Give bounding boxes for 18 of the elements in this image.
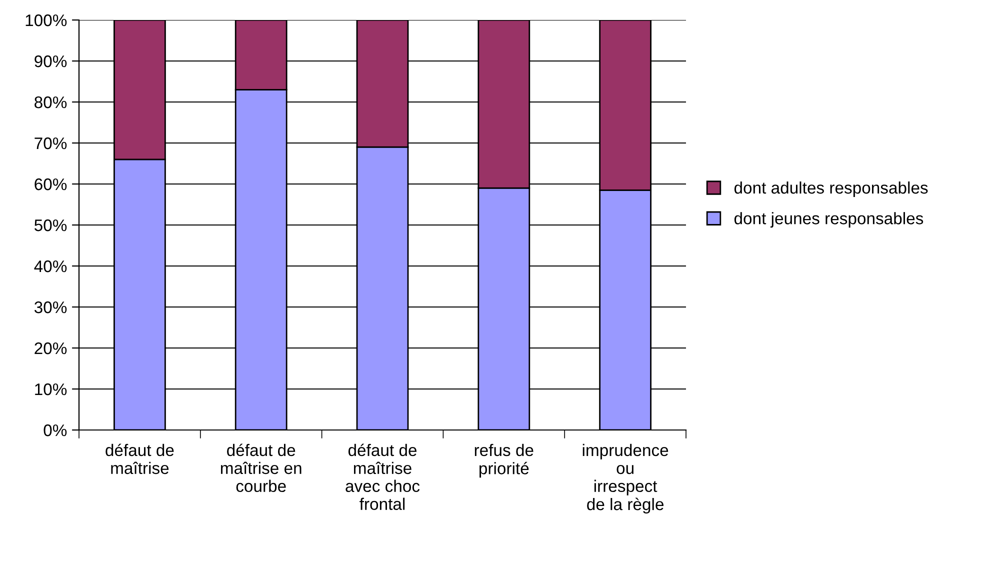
x-tick-label: refus de priorité — [474, 444, 534, 478]
y-tick-label: 40% — [34, 260, 67, 272]
y-tick-label: 0% — [44, 424, 67, 436]
y-tick-label: 70% — [34, 137, 67, 150]
x-tick-label: défaut de maîtrise — [106, 444, 174, 474]
x-tick-label: imprudence ou irrespect de la règle — [582, 444, 668, 514]
y-tick-label: 90% — [34, 55, 67, 68]
legend-label: dont adultes responsables — [734, 181, 928, 197]
y-tick-label: 50% — [34, 219, 67, 232]
legend-label: dont jeunes responsables — [734, 212, 924, 228]
y-tick-label: 30% — [34, 301, 67, 314]
y-tick-label: 10% — [35, 383, 67, 396]
y-tick-label: 80% — [34, 96, 67, 108]
y-tick-label: 60% — [34, 178, 67, 190]
x-tick-label: défaut de maîtrise avec choc frontal — [346, 444, 420, 510]
y-tick-label: 100% — [26, 14, 67, 26]
x-tick-label: défaut de maîtrise en courbe — [220, 444, 302, 492]
y-tick-label: 20% — [34, 342, 67, 354]
